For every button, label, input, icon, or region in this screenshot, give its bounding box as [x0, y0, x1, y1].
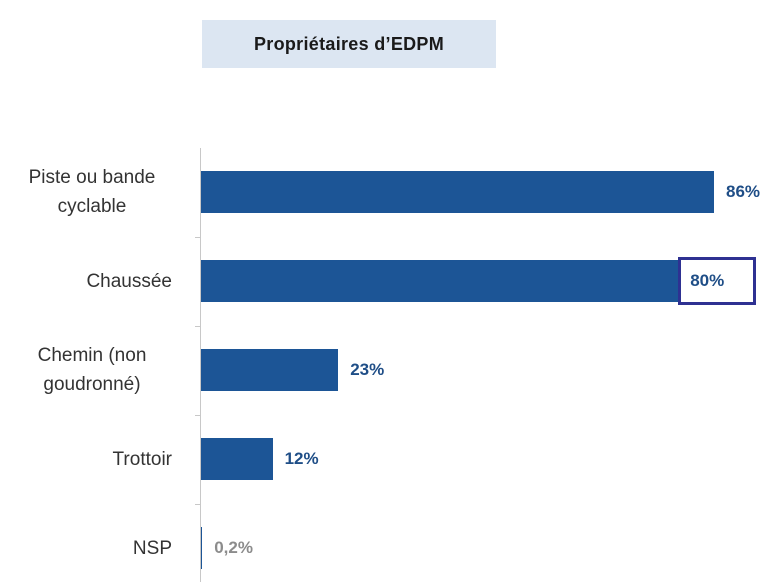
category-label-box: Chaussée	[0, 241, 172, 321]
category-separator	[195, 236, 201, 238]
y-tick-label: Chaussée	[86, 270, 172, 292]
highlight-box	[678, 257, 757, 305]
bar	[201, 260, 679, 302]
category-label-box: Piste ou bande cyclable	[0, 152, 172, 232]
bar	[201, 349, 339, 391]
y-tick-label: Piste ou bande cyclable	[28, 167, 156, 217]
data-label: 23%	[350, 360, 385, 379]
y-tick-label: Chemin (non goudronné)	[37, 345, 147, 395]
data-label: 86%	[726, 182, 761, 201]
data-label: 0,2%	[214, 538, 253, 557]
bar	[201, 171, 714, 213]
category-label-box: NSP	[0, 508, 172, 586]
category-separator	[195, 503, 201, 505]
bar	[201, 527, 203, 569]
category-label-box: Trottoir	[0, 419, 172, 499]
chart-title: Propriétaires d’EDPM	[202, 20, 496, 68]
bar	[201, 438, 273, 480]
category-label-box: Chemin (non goudronné)	[0, 330, 172, 410]
category-separator	[195, 414, 201, 416]
data-label: 80%	[690, 271, 725, 290]
y-tick-label: Trottoir	[112, 448, 172, 470]
data-label: 12%	[284, 449, 319, 468]
axis-line	[200, 148, 201, 582]
category-separator	[195, 325, 201, 327]
y-tick-label: NSP	[132, 537, 172, 559]
